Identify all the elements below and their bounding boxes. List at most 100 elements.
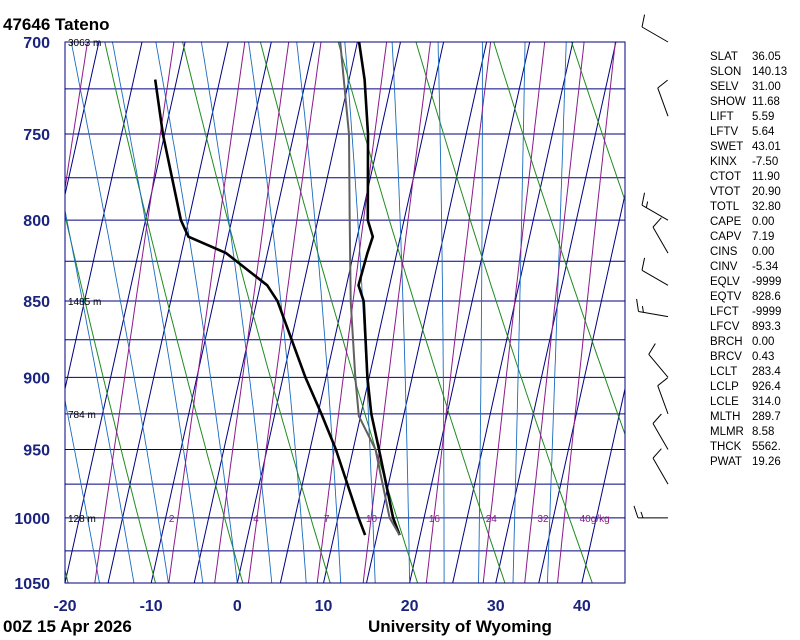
index-name: BRCH (710, 336, 743, 348)
isotherm-line (452, 42, 574, 583)
mixing-ratio-label: 16 (429, 514, 441, 525)
barb-staff (641, 26, 669, 43)
wind-barb (633, 505, 668, 519)
y-axis-ticks: 700 750 800 850 900 950 1000 1050 (14, 35, 50, 593)
wind-barb (652, 448, 669, 485)
index-name: LFTV (710, 126, 739, 138)
index-row: SHOW 11.68 (710, 95, 787, 110)
barb-flag (652, 217, 662, 228)
mixing-ratio-label: 32 (537, 514, 549, 525)
index-value: 11.68 (752, 96, 780, 108)
barb-flag (641, 192, 646, 206)
index-row: LFCT -9999 (710, 305, 787, 320)
index-name: MLMR (710, 426, 744, 438)
barb-half-flag (645, 201, 649, 208)
moist-adiabat (296, 42, 342, 583)
mixing-ratio-line (247, 42, 322, 583)
mixing-ratio-line (425, 42, 492, 583)
isotherm-line (65, 42, 143, 392)
index-name: SLON (710, 66, 742, 78)
barb-staff (652, 457, 669, 485)
isotherm-line (107, 42, 229, 583)
height-label: 128 m (68, 514, 96, 525)
index-row: EQTV 828.6 (710, 290, 787, 305)
isotherm-line (65, 42, 186, 583)
moist-adiabat (437, 42, 445, 583)
index-row: SLAT 36.05 (710, 50, 787, 65)
barb-half-flag (640, 511, 644, 519)
index-row: CINS 0.00 (710, 245, 787, 260)
barb-flag (636, 298, 639, 312)
index-value: 926.4 (752, 381, 781, 393)
isotherm-line (150, 42, 272, 583)
moist-adiabat (512, 42, 526, 583)
wind-barbs (633, 14, 669, 519)
height-label: 3063 m (68, 38, 101, 49)
index-row: LCLE 314.0 (710, 395, 787, 410)
isotherm-line (193, 42, 315, 583)
x-tick-label: 20 (401, 598, 419, 615)
plot-frame (64, 41, 626, 584)
mixing-ratio-line (65, 42, 88, 192)
index-name: LCLP (710, 381, 739, 393)
isotherm-line (409, 42, 531, 583)
index-row: VTOT 20.90 (710, 185, 787, 200)
index-name: SLAT (710, 51, 738, 63)
y-tick-label: 950 (23, 442, 50, 459)
barb-staff (657, 385, 669, 415)
y-tick-label: 850 (23, 294, 50, 311)
index-value: 5.64 (752, 126, 775, 138)
index-value: 43.01 (752, 141, 781, 153)
stability-indices: SLAT 36.05 SLON 140.13 SELV 31.00 SHOW 11.68 LIF… (710, 50, 787, 470)
index-name: EQTV (710, 291, 742, 303)
index-name: LIFT (710, 111, 734, 123)
index-row: CTOT 11.90 (710, 170, 787, 185)
temperature-line (357, 42, 401, 536)
wind-barb (641, 192, 669, 221)
index-value: 19.26 (752, 456, 781, 468)
barb-flag (641, 257, 646, 271)
x-tick-label: 30 (487, 598, 505, 615)
wind-barb (641, 14, 669, 43)
index-row: CINV -5.34 (710, 260, 787, 275)
y-tick-label: 1000 (14, 511, 50, 528)
wind-barb (652, 413, 669, 450)
index-name: KINX (710, 156, 737, 168)
mixing-ratio-label: 7 (324, 514, 330, 525)
index-name: TOTL (710, 201, 740, 213)
index-row: CAPV 7.19 (710, 230, 787, 245)
isotherm-line (538, 192, 625, 583)
index-value: -5.34 (752, 261, 779, 273)
mixing-ratio-label: 24 (486, 514, 498, 525)
y-tick-label: 800 (23, 213, 50, 230)
index-value: 8.58 (752, 426, 775, 438)
index-name: CAPE (710, 216, 742, 228)
index-name: CINS (710, 246, 738, 258)
isotherm-line (0, 42, 13, 583)
index-row: LFCV 893.3 (710, 320, 787, 335)
dry-adiabat (104, 42, 244, 583)
barb-flag (641, 14, 646, 28)
mixing-ratio-line (482, 42, 546, 583)
wind-barb (641, 257, 669, 286)
index-value: 283.4 (752, 366, 781, 378)
chart-lines (0, 42, 625, 583)
wind-barb (648, 343, 669, 378)
mixing-ratio-line (316, 42, 388, 583)
parcel-line (339, 42, 401, 536)
isotherm-line (366, 42, 488, 583)
index-name: VTOT (710, 186, 741, 198)
index-name: LFCT (710, 306, 739, 318)
index-name: SELV (710, 81, 739, 93)
mixing-ratio-line (524, 42, 585, 583)
isotherm-line (236, 42, 358, 583)
moist-adiabat (248, 42, 307, 583)
index-name: CTOT (710, 171, 742, 183)
isotherm-line (581, 386, 625, 583)
index-row: LCLP 926.4 (710, 380, 787, 395)
barb-half-flag (641, 305, 644, 313)
index-row: SLON 140.13 (710, 65, 787, 80)
index-value: 0.00 (752, 246, 775, 258)
